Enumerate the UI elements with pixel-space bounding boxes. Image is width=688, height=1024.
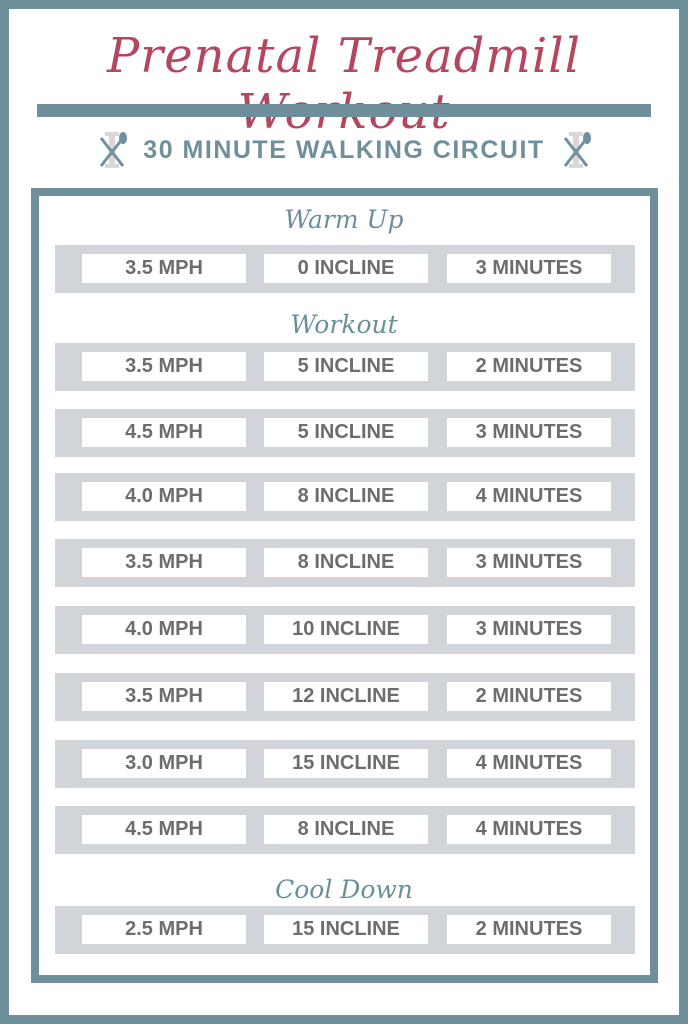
workout-row: 4.5 MPH 8 INCLINE 4 MINUTES: [55, 806, 635, 854]
section-heading: Cool Down: [275, 875, 413, 904]
speed-cell: 4.5 MPH: [82, 418, 246, 447]
duration-cell: 2 MINUTES: [447, 352, 611, 381]
incline-cell: 5 INCLINE: [264, 418, 428, 447]
incline-cell: 8 INCLINE: [264, 548, 428, 577]
fork-spoon-dumbbell-icon: [563, 132, 591, 168]
workout-row: 2.5 MPH 15 INCLINE 2 MINUTES: [55, 906, 635, 954]
speed-cell: 2.5 MPH: [82, 915, 246, 944]
speed-cell: 4.0 MPH: [82, 615, 246, 644]
workout-panel: [31, 188, 658, 983]
section-heading: Warm Up: [284, 205, 404, 234]
page-title: Prenatal Treadmill Workout: [107, 28, 581, 140]
fork-spoon-dumbbell-icon: [100, 132, 128, 168]
duration-cell: 4 MINUTES: [447, 482, 611, 511]
section-heading: Workout: [290, 310, 398, 339]
workout-row: 4.0 MPH 10 INCLINE 3 MINUTES: [55, 606, 635, 654]
incline-cell: 12 INCLINE: [264, 682, 428, 711]
speed-cell: 4.0 MPH: [82, 482, 246, 511]
speed-cell: 3.0 MPH: [82, 749, 246, 778]
workout-row: 3.5 MPH 8 INCLINE 3 MINUTES: [55, 539, 635, 587]
duration-cell: 3 MINUTES: [447, 615, 611, 644]
subtitle-row: 30 MINUTE WALKING CIRCUIT: [0, 130, 688, 170]
duration-cell: 2 MINUTES: [447, 915, 611, 944]
workout-row: 4.0 MPH 8 INCLINE 4 MINUTES: [55, 473, 635, 521]
duration-cell: 3 MINUTES: [447, 254, 611, 283]
divider: [37, 104, 651, 117]
incline-cell: 15 INCLINE: [264, 915, 428, 944]
incline-cell: 10 INCLINE: [264, 615, 428, 644]
speed-cell: 3.5 MPH: [82, 548, 246, 577]
speed-cell: 3.5 MPH: [82, 254, 246, 283]
incline-cell: 8 INCLINE: [264, 482, 428, 511]
incline-cell: 15 INCLINE: [264, 749, 428, 778]
workout-row: 3.0 MPH 15 INCLINE 4 MINUTES: [55, 740, 635, 788]
workout-row: 3.5 MPH 12 INCLINE 2 MINUTES: [55, 673, 635, 721]
duration-cell: 3 MINUTES: [447, 548, 611, 577]
incline-cell: 8 INCLINE: [264, 815, 428, 844]
subtitle: 30 MINUTE WALKING CIRCUIT: [143, 135, 545, 164]
speed-cell: 3.5 MPH: [82, 682, 246, 711]
workout-row: 3.5 MPH 5 INCLINE 2 MINUTES: [55, 343, 635, 391]
speed-cell: 3.5 MPH: [82, 352, 246, 381]
workout-row: 4.5 MPH 5 INCLINE 3 MINUTES: [55, 409, 635, 457]
duration-cell: 4 MINUTES: [447, 815, 611, 844]
incline-cell: 5 INCLINE: [264, 352, 428, 381]
duration-cell: 3 MINUTES: [447, 418, 611, 447]
duration-cell: 2 MINUTES: [447, 682, 611, 711]
incline-cell: 0 INCLINE: [264, 254, 428, 283]
duration-cell: 4 MINUTES: [447, 749, 611, 778]
speed-cell: 4.5 MPH: [82, 815, 246, 844]
workout-row: 3.5 MPH 0 INCLINE 3 MINUTES: [55, 245, 635, 293]
